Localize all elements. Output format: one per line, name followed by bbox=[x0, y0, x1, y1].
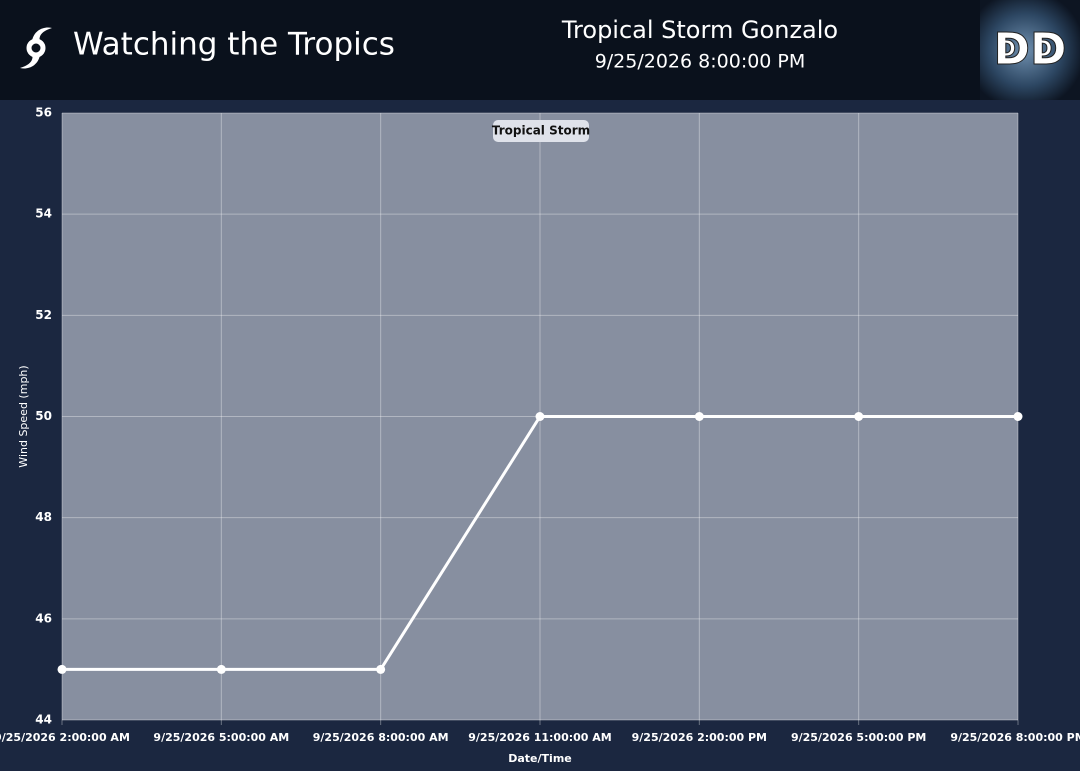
x-tick-label: 9/25/2026 8:00:00 PM bbox=[950, 731, 1080, 744]
x-tick-label: 9/25/2026 5:00:00 PM bbox=[791, 731, 926, 744]
data-point bbox=[376, 664, 386, 674]
data-point bbox=[57, 664, 67, 674]
data-point bbox=[694, 412, 704, 421]
x-tick-label: 9/25/2026 5:00:00 AM bbox=[153, 731, 289, 744]
data-point bbox=[854, 412, 864, 421]
y-tick-label: 54 bbox=[35, 207, 52, 221]
x-tick-label: 9/25/2026 11:00:00 AM bbox=[468, 731, 611, 744]
legend-box bbox=[493, 120, 589, 142]
x-axis-label: Date/Time bbox=[508, 752, 572, 765]
x-tick-label: 9/25/2026 2:00:00 AM bbox=[0, 731, 130, 744]
logo[interactable]: ↁↁ bbox=[980, 0, 1080, 100]
x-tick-label: 9/25/2026 8:00:00 AM bbox=[313, 731, 449, 744]
header-bar bbox=[0, 0, 1080, 100]
y-tick-label: 46 bbox=[35, 611, 52, 625]
y-tick-label: 56 bbox=[35, 106, 52, 120]
data-point bbox=[535, 412, 545, 421]
y-tick-label: 50 bbox=[35, 409, 52, 423]
storm-datetime: 9/25/2026 8:00:00 PM bbox=[595, 51, 806, 73]
logo-bg bbox=[980, 0, 1080, 100]
storm-name: Tropical Storm Gonzalo bbox=[561, 16, 838, 44]
hurricane-icon bbox=[20, 27, 52, 69]
logo-mark: ↁↁ bbox=[993, 24, 1066, 75]
y-tick-label: 44 bbox=[35, 713, 52, 727]
x-tick-label: 9/25/2026 2:00:00 PM bbox=[632, 731, 767, 744]
y-tick-label: 52 bbox=[35, 308, 52, 322]
y-tick-label: 48 bbox=[35, 510, 52, 524]
legend-label: Tropical Storm bbox=[492, 124, 590, 138]
data-point bbox=[1013, 412, 1023, 421]
data-point bbox=[216, 664, 226, 674]
y-axis-label: Wind Speed (mph) bbox=[17, 365, 30, 467]
app-title: Watching the Tropics bbox=[73, 27, 395, 63]
